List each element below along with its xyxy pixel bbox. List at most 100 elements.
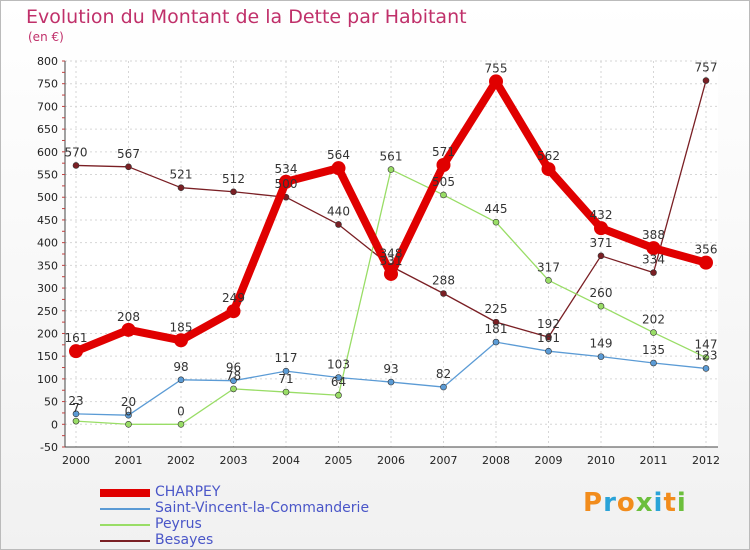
data-label: 512 xyxy=(222,172,245,186)
y-tick-label: 600 xyxy=(37,146,58,159)
data-label: 208 xyxy=(117,310,140,324)
x-tick-label: 2003 xyxy=(220,454,248,467)
data-label: 348 xyxy=(380,246,403,260)
legend-item-saint-vincent: Saint-Vincent-la-Commanderie xyxy=(100,500,430,517)
y-tick-label: 650 xyxy=(37,123,58,136)
legend-swatch xyxy=(100,524,150,526)
data-point xyxy=(541,162,556,177)
y-tick-label: 350 xyxy=(37,259,58,272)
data-point xyxy=(440,191,447,199)
data-point xyxy=(440,290,447,297)
y-tick-label: 300 xyxy=(37,282,58,295)
data-point xyxy=(702,365,710,372)
x-tick-label: 2010 xyxy=(587,454,615,467)
y-tick-label: 200 xyxy=(37,327,58,340)
logo-letter: o xyxy=(616,488,636,518)
data-labels: 161 208 185 249 534 564 331 571 755 562 432 388 356 2… xyxy=(65,61,718,419)
data-point xyxy=(650,269,657,276)
data-label: 567 xyxy=(117,147,140,161)
data-label: 149 xyxy=(590,337,613,351)
data-point xyxy=(125,163,132,171)
logo-letter: x xyxy=(635,488,654,518)
data-label: 0 xyxy=(177,404,185,418)
y-tick-label: 500 xyxy=(37,191,58,204)
data-point xyxy=(279,174,293,189)
data-label: 356 xyxy=(695,243,718,257)
legend-label: Saint-Vincent-la-Commanderie xyxy=(155,500,370,516)
data-point xyxy=(282,367,290,375)
data-label: 0 xyxy=(125,404,133,418)
data-label: 135 xyxy=(642,343,665,357)
legend-item-charpey: CHARPEY xyxy=(100,484,430,501)
data-point xyxy=(440,383,447,391)
x-tick-label: 2006 xyxy=(377,454,405,467)
proxiti-logo: Proxiti xyxy=(583,488,687,518)
data-label: 96 xyxy=(226,361,241,375)
legend-label: Peyrus xyxy=(155,516,202,532)
data-label: 561 xyxy=(380,150,403,164)
data-label: 432 xyxy=(590,208,613,222)
data-label: 98 xyxy=(173,360,188,374)
data-label: 249 xyxy=(222,291,245,305)
data-label: 260 xyxy=(590,286,613,300)
data-point xyxy=(335,221,342,228)
data-label: 20 xyxy=(121,395,136,409)
data-point xyxy=(699,255,713,270)
data-point xyxy=(597,252,605,260)
data-point xyxy=(226,304,241,319)
data-label: 185 xyxy=(170,320,193,334)
data-point xyxy=(650,359,657,367)
data-label: 570 xyxy=(65,145,88,159)
logo-letter: t xyxy=(663,488,677,518)
data-label: 500 xyxy=(275,177,298,191)
data-point xyxy=(387,166,395,173)
y-tick-label: 400 xyxy=(37,237,58,250)
logo-letter: r xyxy=(603,488,617,518)
data-point xyxy=(597,353,605,360)
data-point xyxy=(545,347,552,355)
y-tick-label: 150 xyxy=(37,350,58,363)
x-tick-label: 2002 xyxy=(167,454,195,467)
data-label: 202 xyxy=(642,313,665,327)
x-tick-label: 2000 xyxy=(62,454,90,467)
data-point xyxy=(646,241,661,256)
data-label: 181 xyxy=(485,322,508,336)
data-point xyxy=(436,157,451,172)
legend-swatch xyxy=(100,540,150,542)
x-tick-label: 2005 xyxy=(325,454,353,467)
legend-swatch xyxy=(100,508,150,510)
logo-letter: P xyxy=(583,488,604,518)
data-point xyxy=(384,266,398,281)
y-tick-label: 750 xyxy=(37,78,58,91)
data-point xyxy=(331,161,346,176)
legend-label: CHARPEY xyxy=(155,484,221,500)
data-point xyxy=(177,376,185,384)
data-label: 117 xyxy=(275,351,298,365)
y-tick-label: 250 xyxy=(37,305,58,318)
x-tick-label: 2012 xyxy=(692,454,720,467)
data-label: 371 xyxy=(590,236,613,250)
legend-item-besayes: Besayes xyxy=(100,532,430,549)
data-label: 755 xyxy=(485,61,508,75)
data-label: 123 xyxy=(695,348,718,362)
data-point xyxy=(492,338,500,346)
data-label: 757 xyxy=(695,61,718,75)
data-point xyxy=(387,378,395,386)
data-point xyxy=(177,184,185,191)
data-point xyxy=(489,74,503,89)
y-tick-label: 50 xyxy=(44,396,58,409)
data-point xyxy=(72,417,80,425)
data-label: 147 xyxy=(695,338,718,352)
data-label: 571 xyxy=(432,145,455,159)
data-label: 562 xyxy=(537,149,560,163)
data-point xyxy=(650,329,657,336)
data-label: 103 xyxy=(327,358,350,372)
y-tick-label: -50 xyxy=(40,441,58,454)
data-label: 288 xyxy=(432,274,455,288)
data-point xyxy=(174,333,188,348)
data-point xyxy=(702,77,710,84)
legend-label: Besayes xyxy=(155,532,214,548)
data-point xyxy=(121,322,136,337)
logo-letter: i xyxy=(676,488,687,518)
